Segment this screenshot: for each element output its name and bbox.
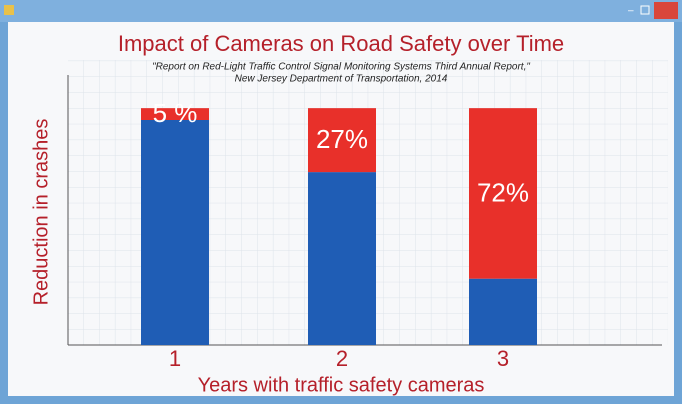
x-tick-label: 2 <box>336 346 348 371</box>
window-icon <box>4 5 14 15</box>
y-axis-label: Reduction in crashes <box>30 119 52 306</box>
chart-title: Impact of Cameras on Road Safety over Ti… <box>118 31 564 56</box>
x-tick-label: 3 <box>497 346 509 371</box>
bar-segment <box>469 108 537 279</box>
bar-segment <box>308 172 376 345</box>
subtitle: "Report on Red-Light Traffic Control Sig… <box>152 62 530 73</box>
data-label: 72% <box>477 177 529 207</box>
bar-segment <box>141 120 209 345</box>
bar-segment <box>308 108 376 173</box>
x-axis-label: Years with traffic safety cameras <box>198 374 485 396</box>
close-button[interactable] <box>654 2 678 19</box>
data-label: 27% <box>316 124 368 154</box>
title-bar <box>0 0 682 22</box>
data-label: 5 % <box>153 98 198 128</box>
minimize-button[interactable]: – <box>628 6 634 17</box>
x-tick-label: 1 <box>169 346 181 371</box>
bar-segment <box>469 278 537 345</box>
subtitle: New Jersey Department of Transportation,… <box>235 74 448 85</box>
maximize-button[interactable] <box>640 5 650 15</box>
bar-segment <box>141 108 209 120</box>
